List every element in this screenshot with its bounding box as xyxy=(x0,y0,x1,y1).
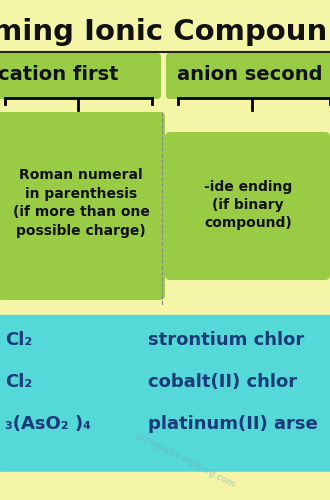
Text: Cl₂: Cl₂ xyxy=(5,373,32,391)
Text: Roman numeral
in parenthesis
(if more than one
possible charge): Roman numeral in parenthesis (if more th… xyxy=(13,168,149,237)
Text: -ide ending
(if binary
compound): -ide ending (if binary compound) xyxy=(204,180,292,230)
Bar xyxy=(0,472,330,500)
Text: cyclopedia.impherg.com: cyclopedia.impherg.com xyxy=(133,431,237,489)
Text: platinum(II) arse: platinum(II) arse xyxy=(148,415,318,433)
Text: strontium chlor: strontium chlor xyxy=(148,331,304,349)
Text: Cl₂: Cl₂ xyxy=(5,331,32,349)
Text: ming Ionic Compoun: ming Ionic Compoun xyxy=(0,18,327,46)
FancyBboxPatch shape xyxy=(165,132,330,280)
Text: anion second: anion second xyxy=(177,66,322,84)
Text: ₃(AsO₂ )₄: ₃(AsO₂ )₄ xyxy=(5,415,91,433)
FancyBboxPatch shape xyxy=(166,53,330,99)
Text: cobalt(II) chlor: cobalt(II) chlor xyxy=(148,373,297,391)
FancyBboxPatch shape xyxy=(0,112,165,300)
Text: cation first: cation first xyxy=(0,66,118,84)
FancyBboxPatch shape xyxy=(0,53,161,99)
Bar xyxy=(0,315,330,500)
